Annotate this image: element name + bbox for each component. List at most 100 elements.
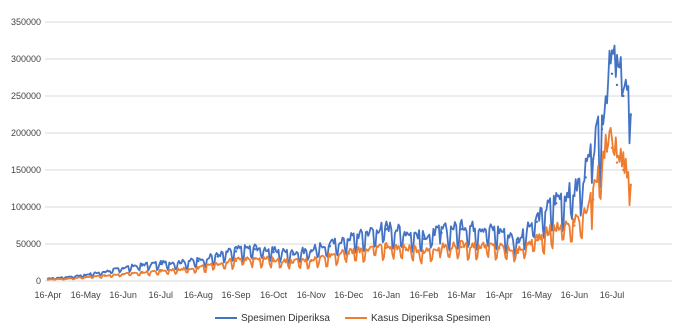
series-line-spesimen-diperiksa <box>47 44 632 281</box>
data-point <box>460 228 463 231</box>
data-point <box>234 259 238 263</box>
data-point <box>610 72 614 76</box>
x-tick-label: 16-Sep <box>221 290 250 300</box>
data-point <box>253 248 256 251</box>
x-tick-label: 16-Jun <box>561 290 589 300</box>
data-point <box>555 229 558 232</box>
data-point <box>498 247 501 250</box>
data-point <box>516 241 520 244</box>
y-tick-label: 150000 <box>11 165 41 175</box>
data-point <box>291 253 295 256</box>
y-tick-label: 100000 <box>11 202 41 212</box>
data-point <box>610 146 614 149</box>
data-point <box>197 259 200 263</box>
data-point <box>159 262 162 266</box>
data-point <box>584 211 587 215</box>
y-tick-label: 250000 <box>11 91 41 101</box>
data-point <box>65 277 69 280</box>
data-point <box>234 250 238 253</box>
data-point <box>122 267 125 270</box>
data-point <box>573 224 576 227</box>
data-point <box>159 270 162 273</box>
x-axis: 16-Apr 16-May 16-Jun 16-Jul 16-Aug 16-Sep 16-O… <box>34 290 624 300</box>
data-point <box>584 176 587 179</box>
data-point <box>422 251 426 255</box>
data-point <box>422 237 426 240</box>
y-tick-label: 350000 <box>11 17 41 27</box>
data-point <box>535 239 538 242</box>
data-point <box>310 250 313 253</box>
x-tick-label: 16-Feb <box>410 290 439 300</box>
data-point <box>573 194 576 198</box>
data-point <box>440 231 443 235</box>
data-point <box>272 259 275 263</box>
data-point <box>535 220 538 223</box>
data-point <box>615 161 619 164</box>
x-tick-label: 16-May <box>71 290 102 300</box>
x-tick-label: 16-Jun <box>109 290 137 300</box>
legend: Spesimen Diperiksa Kasus Diperiksa Spesim… <box>215 313 491 324</box>
data-point <box>347 252 350 255</box>
data-point <box>600 168 604 172</box>
x-tick-label: 16-Mar <box>447 290 476 300</box>
data-point <box>367 233 370 237</box>
x-tick-label: 16-Oct <box>260 290 288 300</box>
gridlines <box>45 21 672 282</box>
data-point <box>272 250 275 254</box>
y-tick-label: 0 <box>36 276 41 286</box>
data-point <box>498 231 501 235</box>
data-point <box>622 168 625 172</box>
data-point <box>328 245 332 248</box>
data-point <box>605 98 609 101</box>
data-point <box>629 113 632 116</box>
x-tick-label: 16-Apr <box>486 290 513 300</box>
data-point <box>600 128 604 131</box>
data-point <box>216 263 219 266</box>
data-point <box>216 255 219 258</box>
data-point <box>555 202 558 205</box>
data-point <box>140 271 144 275</box>
data-point <box>310 259 313 263</box>
data-point <box>605 150 609 153</box>
data-point <box>385 246 388 249</box>
data-point <box>367 249 370 252</box>
x-tick-label: 16-Dec <box>334 290 364 300</box>
data-point <box>592 157 595 161</box>
data-point <box>103 274 107 277</box>
series-line-kasus-diperiksa-spesimen <box>47 127 632 281</box>
x-tick-label: 16-Aug <box>184 290 213 300</box>
x-tick-label: 16-Jul <box>149 290 174 300</box>
y-tick-label: 50000 <box>16 239 41 249</box>
data-point <box>479 229 483 232</box>
data-point <box>629 183 632 186</box>
data-point <box>122 273 125 276</box>
legend-label: Spesimen Diperiksa <box>241 313 330 324</box>
data-point <box>179 268 182 272</box>
data-point <box>328 255 332 258</box>
data-point <box>404 233 407 237</box>
data-point <box>84 273 87 277</box>
legend-label: Kasus Diperiksa Spesimen <box>371 313 491 324</box>
data-point <box>103 270 107 274</box>
data-point <box>592 198 595 201</box>
series-lines <box>46 44 632 281</box>
data-point <box>253 257 256 260</box>
data-point <box>179 262 182 265</box>
x-tick-label: 16-May <box>522 290 553 300</box>
x-tick-label: 16-Apr <box>34 290 61 300</box>
x-tick-label: 16-Jul <box>600 290 625 300</box>
data-point <box>615 83 619 87</box>
y-axis: 0 50000 100000 150000 200000 250000 300000 3500… <box>11 17 41 286</box>
x-tick-label: 16-Jan <box>373 290 401 300</box>
data-point <box>404 248 407 252</box>
data-point <box>622 94 625 98</box>
data-point <box>140 264 144 267</box>
data-point <box>197 267 200 270</box>
data-point <box>46 278 50 281</box>
data-point <box>516 251 520 255</box>
data-point <box>347 239 350 242</box>
y-tick-label: 200000 <box>11 128 41 138</box>
data-point <box>479 246 483 249</box>
